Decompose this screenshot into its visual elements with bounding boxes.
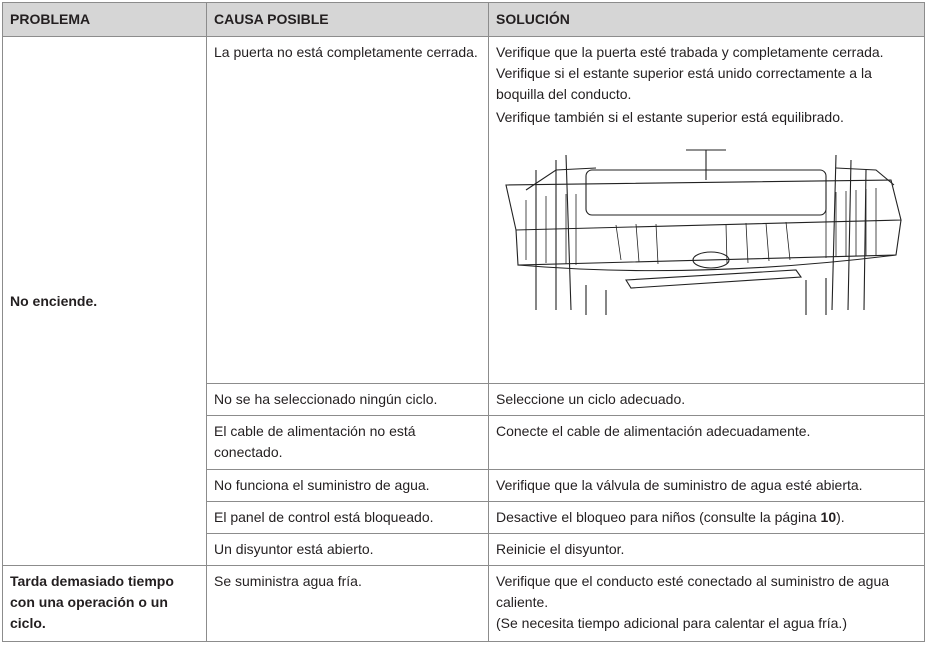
header-cell: PROBLEMA xyxy=(2,2,207,37)
solution-text: Verifique también si el estante superior… xyxy=(496,109,844,125)
cause-cell: Se suministra agua fría. xyxy=(206,565,489,642)
solution-cell: Desactive el bloqueo para niños (consult… xyxy=(488,501,925,534)
cause-cell: El panel de control está bloqueado. xyxy=(206,501,489,534)
row: El panel de control está bloqueado. Desa… xyxy=(3,501,925,534)
row: No enciende. La puerta no está completam… xyxy=(2,36,925,566)
row: No funciona el suministro de agua. Verif… xyxy=(3,469,925,502)
solution-text: Verifique que el conducto esté conectado… xyxy=(496,573,890,610)
cause-cell: El cable de alimentación no está conecta… xyxy=(206,415,489,470)
problem-cell: No enciende. xyxy=(2,36,207,566)
solution-cell: Seleccione un ciclo adecuado. xyxy=(488,383,925,416)
solution-cell: Verifique que la puerta esté trabada y c… xyxy=(488,36,925,384)
solution-cell: Conecte el cable de alimentación adecuad… xyxy=(488,415,925,470)
row: No se ha seleccionado ningún ciclo. Sele… xyxy=(3,383,925,416)
cause-cell: No se ha seleccionado ningún ciclo. xyxy=(206,383,489,416)
cause-cell: La puerta no está completamente cerrada. xyxy=(206,36,489,384)
header-cell: SOLUCIÓN xyxy=(488,2,925,37)
rack-illustration xyxy=(505,149,902,315)
solution-text: Verifique que la puerta esté trabada y c… xyxy=(496,44,884,102)
header-cell: CAUSA POSIBLE xyxy=(206,2,489,37)
page-number: 10 xyxy=(820,509,837,525)
solution-cell: Reinicie el disyuntor. xyxy=(488,533,925,566)
solution-cell: Verifique que el conducto esté conectado… xyxy=(488,565,925,642)
solution-cell: Verifique que la válvula de suministro d… xyxy=(488,469,925,502)
row: El cable de alimentación no está conecta… xyxy=(3,415,925,470)
problem-cell: Tarda demasiado tiempo con una operación… xyxy=(2,565,207,642)
solution-text: ). xyxy=(836,509,845,525)
header-row: PROBLEMA CAUSA POSIBLE SOLUCIÓN xyxy=(2,2,925,37)
cause-cell: No funciona el suministro de agua. xyxy=(206,469,489,502)
solution-text: Desactive el bloqueo para niños (consult… xyxy=(496,509,821,525)
cause-cell: Un disyuntor está abierto. xyxy=(206,533,489,566)
solution-text: (Se necesita tiempo adicional para calen… xyxy=(496,615,847,631)
row: Tarda demasiado tiempo con una operación… xyxy=(2,565,925,642)
